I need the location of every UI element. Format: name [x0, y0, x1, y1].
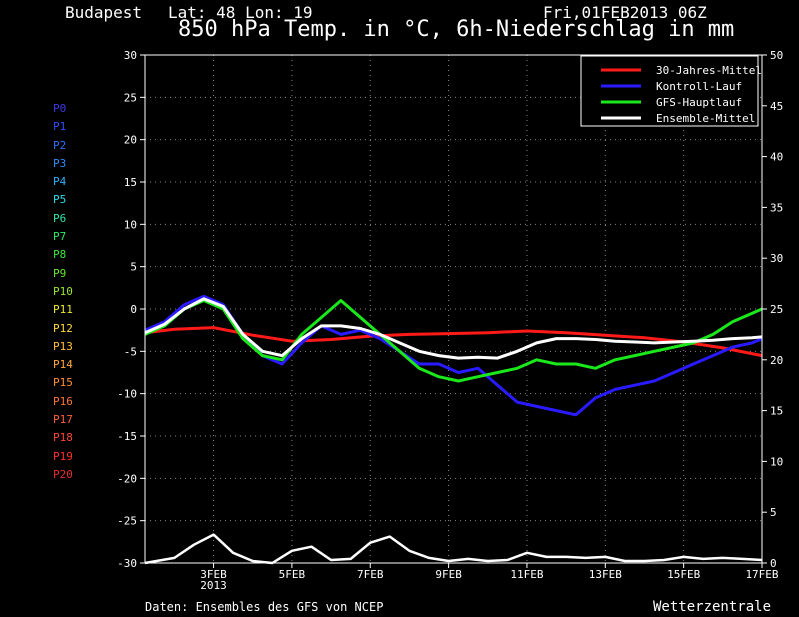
member-label-p18: P18 — [53, 431, 73, 445]
member-label-p15: P15 — [53, 376, 73, 390]
member-label-p12: P12 — [53, 321, 73, 335]
tick-label-bottom: 9FEB — [435, 568, 462, 581]
member-label-p8: P8 — [53, 248, 67, 262]
brand-label: Wetterzentrale — [653, 599, 772, 615]
member-label-p0: P0 — [53, 102, 67, 115]
grid-lines — [145, 55, 762, 563]
series-line-gfs-hauptlauf — [144, 299, 763, 383]
coordinates-label: Lat: 48 Lon: 19 — [168, 3, 313, 22]
tick-label-left: -10 — [117, 388, 137, 401]
member-label-p3: P3 — [53, 156, 67, 170]
member-label-p16: P16 — [53, 394, 73, 408]
member-label-p7: P7 — [53, 230, 67, 244]
member-label-p5: P5 — [53, 193, 67, 207]
tick-label-left: 20 — [124, 134, 137, 147]
legend-label: Kontroll-Lauf — [656, 80, 742, 93]
legend-label: 30-Jahres-Mittel — [656, 64, 762, 77]
member-label-p17: P17 — [53, 413, 73, 427]
tick-label-left: 10 — [124, 218, 137, 231]
member-label-p19: P19 — [53, 449, 73, 463]
member-label-p9: P9 — [53, 266, 67, 280]
axis-ticks: 302520151050-5-10-15-20-25-3050454035302… — [117, 49, 783, 592]
tick-label-right: 50 — [770, 49, 783, 62]
member-label-p14: P14 — [53, 358, 73, 372]
tick-label-bottom: 17FEB — [745, 568, 778, 581]
legend-box — [580, 55, 759, 127]
location-label: Budapest — [65, 3, 143, 22]
tick-label-right: 0 — [770, 557, 777, 570]
series-lines — [144, 294, 763, 565]
member-list: P0 P1 P2 P3 P4 P5 P6 P7 P8 P9 P10 P11 P12 P13 P14 P15 P1… — [53, 100, 73, 484]
series-line-ensemble-mittel — [144, 297, 763, 360]
tick-label-bottom: 3FEB — [200, 568, 227, 581]
series-line-ensemble-mittel-niederschlag — [144, 533, 763, 565]
legend: 30-Jahres-Mittel Kontroll-Lauf GFS-Hauptla… — [580, 55, 762, 127]
tick-label-left: 0 — [130, 303, 137, 316]
series-line-kontroll-lauf — [144, 294, 763, 417]
tick-label-bottom: 11FEB — [510, 568, 543, 581]
tick-label-left: 5 — [130, 261, 137, 274]
tick-label-bottom: 5FEB — [279, 568, 306, 581]
member-label-p6: P6 — [53, 211, 67, 225]
member-label-p11: P11 — [53, 303, 73, 317]
tick-label-right: 40 — [770, 151, 783, 164]
tick-label-right: 5 — [770, 506, 777, 519]
tick-label-right: 20 — [770, 354, 783, 367]
tick-label-right: 35 — [770, 201, 783, 214]
member-label-p1: P1 — [53, 120, 67, 134]
tick-label-left: 30 — [124, 49, 137, 62]
member-label-p10: P10 — [53, 284, 73, 298]
tick-label-left: 25 — [124, 91, 137, 104]
tick-label-bottom: 15FEB — [667, 568, 700, 581]
tick-sublabel-bottom: 2013 — [200, 579, 227, 592]
data-source-label: Daten: Ensembles des GFS von NCEP — [145, 600, 384, 614]
legend-label: Ensemble-Mittel — [656, 112, 755, 125]
tick-label-left: -15 — [117, 430, 137, 443]
member-label-p4: P4 — [53, 175, 67, 189]
tick-label-bottom: 13FEB — [589, 568, 622, 581]
chart-title: 850 hPa Temp. in °C, 6h-Niederschlag in … — [178, 17, 735, 42]
tick-label-right: 10 — [770, 455, 783, 468]
tick-label-left: 15 — [124, 176, 137, 189]
legend-label: GFS-Hauptlauf — [656, 96, 742, 109]
tick-label-right: 30 — [770, 252, 783, 265]
tick-label-left: -5 — [124, 345, 137, 358]
plot-frame — [144, 54, 763, 564]
member-label-p13: P13 — [53, 339, 73, 353]
member-label-p20: P20 — [53, 467, 73, 481]
datetime-label: Fri,01FEB2013 06Z — [543, 3, 707, 22]
tick-label-right: 15 — [770, 405, 783, 418]
member-label-p2: P2 — [53, 138, 67, 152]
tick-label-left: -25 — [117, 515, 137, 528]
tick-label-left: -30 — [117, 557, 137, 570]
tick-label-right: 25 — [770, 303, 783, 316]
tick-label-left: -20 — [117, 472, 137, 485]
tick-label-right: 45 — [770, 100, 783, 113]
tick-label-bottom: 7FEB — [357, 568, 384, 581]
